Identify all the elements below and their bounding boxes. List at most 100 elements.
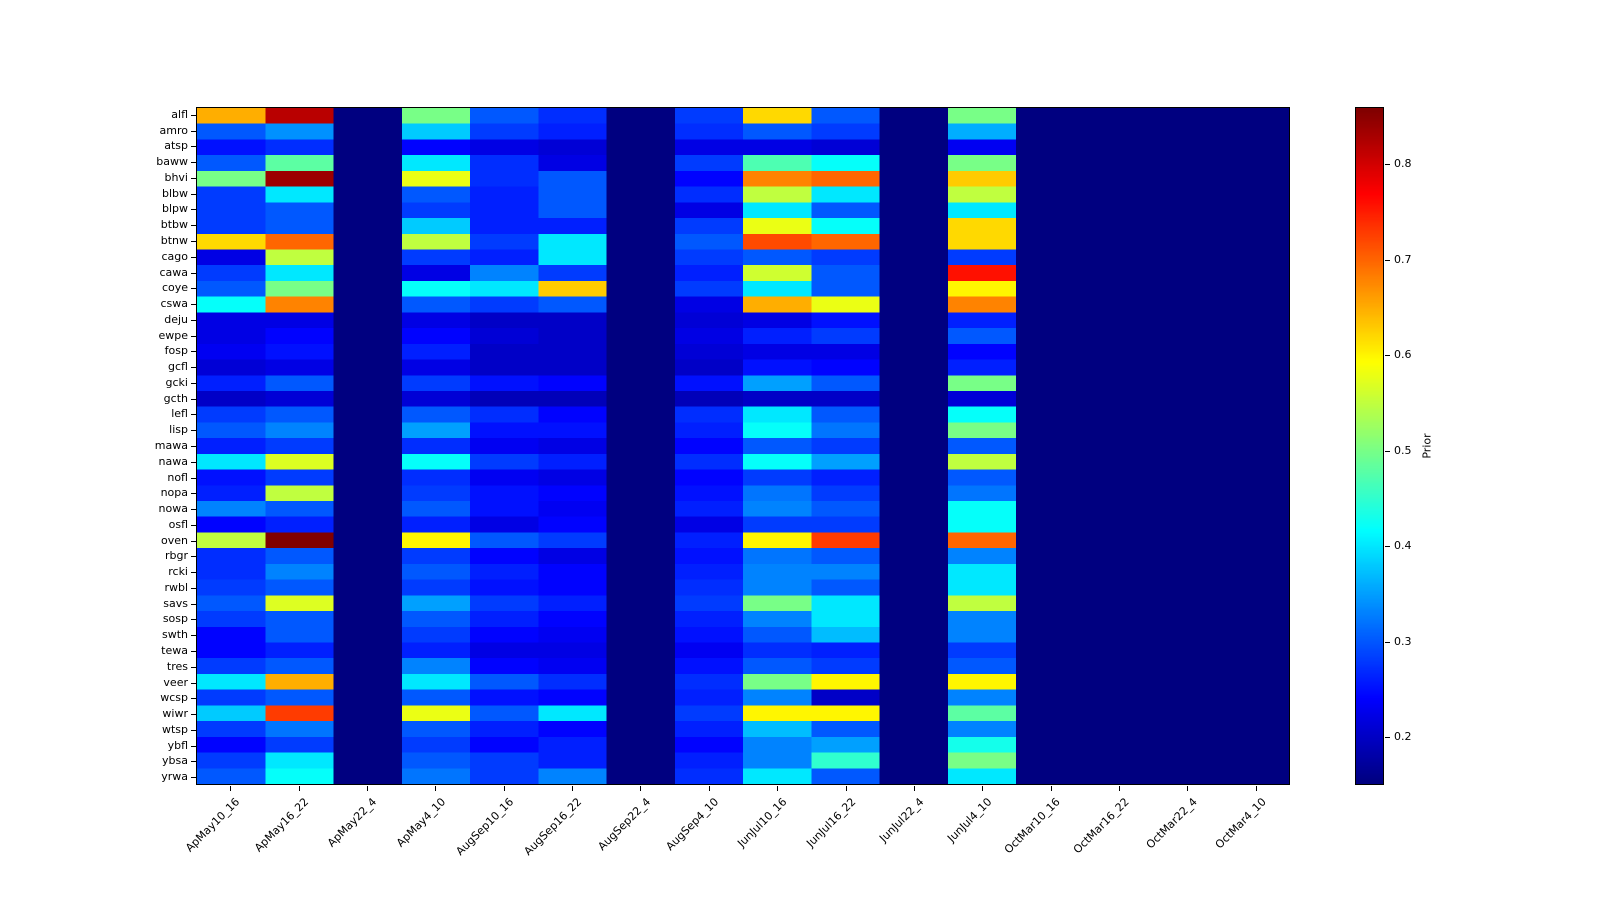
x-tick-mark (1256, 786, 1257, 791)
y-tick-mark (191, 525, 196, 526)
colorbar-tick-mark (1385, 355, 1390, 356)
x-tick-label: AugSep16_22 (521, 795, 585, 859)
colorbar-tick-label: 0.2 (1394, 730, 1412, 744)
y-tick-label: gcki (165, 375, 188, 389)
x-tick-mark (435, 786, 436, 791)
heatmap-plot (196, 107, 1290, 785)
y-tick-mark (191, 635, 196, 636)
x-tick-label: ApMay10_16 (183, 795, 243, 855)
y-tick-label: tewa (161, 643, 188, 657)
y-tick-label: lefl (171, 407, 188, 421)
x-tick-label: JunJul4_10 (945, 795, 995, 845)
y-tick-mark (191, 288, 196, 289)
y-tick-mark (191, 698, 196, 699)
y-tick-mark (191, 541, 196, 542)
y-tick-label: btbw (160, 218, 188, 232)
y-tick-mark (191, 225, 196, 226)
x-tick-mark (1119, 786, 1120, 791)
colorbar-tick-mark (1385, 260, 1390, 261)
x-tick-mark (709, 786, 710, 791)
x-tick-mark (572, 786, 573, 791)
y-tick-mark (191, 430, 196, 431)
colorbar-canvas (1356, 108, 1383, 784)
y-tick-mark (191, 746, 196, 747)
y-tick-mark (191, 320, 196, 321)
y-tick-label: nofl (167, 470, 188, 484)
y-tick-mark (191, 777, 196, 778)
colorbar-tick-mark (1385, 642, 1390, 643)
y-tick-mark (191, 446, 196, 447)
y-tick-label: ewpe (158, 328, 188, 342)
y-tick-label: cswa (160, 297, 188, 311)
y-tick-label: sosp (162, 612, 188, 626)
y-tick-mark (191, 383, 196, 384)
y-tick-label: tres (166, 659, 188, 673)
y-tick-mark (191, 131, 196, 132)
y-tick-mark (191, 588, 196, 589)
y-tick-label: nopa (160, 486, 188, 500)
y-tick-label: cawa (159, 265, 188, 279)
colorbar-tick-mark (1385, 451, 1390, 452)
y-tick-label: ybsa (162, 754, 188, 768)
y-tick-label: savs (163, 596, 188, 610)
colorbar-label: Prior (1420, 433, 1434, 459)
y-tick-label: gcfl (168, 360, 188, 374)
x-tick-mark (1051, 786, 1052, 791)
y-tick-label: blpw (161, 202, 188, 216)
x-tick-mark (982, 786, 983, 791)
y-tick-label: amro (159, 123, 188, 137)
x-tick-label: OctMar10_16 (1002, 795, 1064, 857)
y-tick-mark (191, 462, 196, 463)
y-tick-mark (191, 714, 196, 715)
y-tick-label: atsp (164, 139, 188, 153)
y-tick-label: osfl (168, 517, 188, 531)
heatmap-canvas (197, 108, 1289, 784)
y-tick-label: lisp (169, 423, 188, 437)
y-tick-label: nowa (158, 502, 188, 516)
y-tick-label: gcth (163, 391, 188, 405)
x-tick-label: JunJul22_4 (876, 795, 927, 845)
y-tick-mark (191, 115, 196, 116)
x-tick-label: ApMay16_22 (251, 795, 312, 855)
y-tick-mark (191, 667, 196, 668)
x-tick-mark (914, 786, 915, 791)
y-tick-label: bhvi (164, 170, 188, 184)
y-tick-label: swth (161, 628, 188, 642)
y-tick-label: wtsp (161, 722, 188, 736)
x-tick-mark (504, 786, 505, 791)
colorbar-tick-label: 0.3 (1394, 634, 1412, 648)
x-tick-mark (367, 786, 368, 791)
x-tick-label: JunJul10_16 (735, 795, 790, 850)
y-tick-mark (191, 761, 196, 762)
y-tick-mark (191, 572, 196, 573)
colorbar (1355, 107, 1384, 785)
y-tick-mark (191, 257, 196, 258)
y-tick-mark (191, 367, 196, 368)
y-tick-label: rbgr (164, 549, 188, 563)
y-tick-mark (191, 241, 196, 242)
y-tick-mark (191, 604, 196, 605)
x-tick-label: AugSep4_10 (663, 795, 722, 854)
colorbar-tick-label: 0.7 (1394, 252, 1412, 266)
x-tick-mark (777, 786, 778, 791)
colorbar-tick-label: 0.4 (1394, 539, 1412, 553)
y-tick-mark (191, 556, 196, 557)
y-tick-label: deju (164, 312, 188, 326)
y-tick-mark (191, 651, 196, 652)
y-tick-label: fosp (164, 344, 188, 358)
x-tick-label: OctMar4_10 (1212, 795, 1269, 852)
y-tick-mark (191, 304, 196, 305)
x-tick-label: ApMay4_10 (393, 795, 448, 850)
y-tick-label: rcki (168, 565, 188, 579)
y-tick-mark (191, 399, 196, 400)
y-tick-mark (191, 162, 196, 163)
y-tick-mark (191, 478, 196, 479)
y-tick-label: baww (156, 155, 188, 169)
y-tick-mark (191, 351, 196, 352)
y-tick-mark (191, 273, 196, 274)
x-tick-label: ApMay22_4 (325, 795, 380, 850)
y-tick-label: yrwa (161, 770, 188, 784)
x-tick-label: AugSep22_4 (595, 795, 653, 854)
x-tick-label: JunJul16_22 (803, 795, 859, 850)
y-tick-label: nawa (158, 454, 188, 468)
